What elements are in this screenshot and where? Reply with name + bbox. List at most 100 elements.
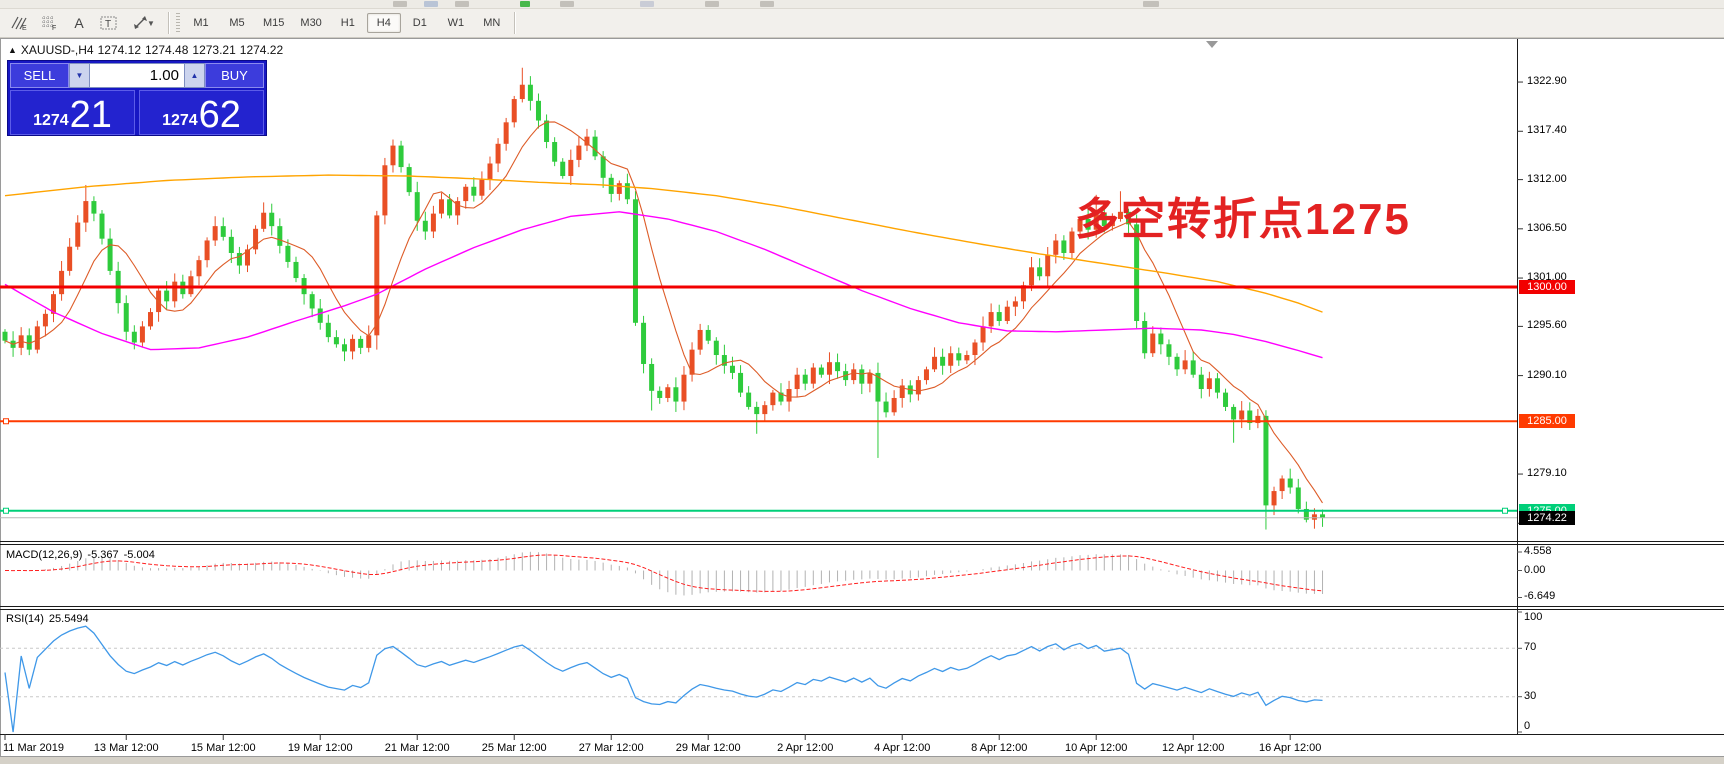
price-axis-tick: 1312.00	[1527, 172, 1567, 185]
clipped-icon	[455, 1, 469, 7]
timeframe-button-mn[interactable]: MN	[483, 17, 501, 29]
ohlc-close: 1274.22	[239, 43, 284, 57]
time-axis-tick: 8 Apr 12:00	[971, 742, 1028, 754]
svg-text:T: T	[105, 19, 111, 30]
timeframe-button-m15[interactable]: M15	[263, 17, 285, 29]
sell-button[interactable]: SELL	[10, 63, 69, 88]
timeframe-button-h1[interactable]: H1	[340, 17, 355, 29]
macd-signal-value: -5.004	[123, 549, 155, 561]
clipped-icon	[705, 1, 719, 7]
rsi-axis-tick: 30	[1524, 689, 1537, 702]
time-axis-tick: 2 Apr 12:00	[777, 742, 834, 754]
text-label-tool-button[interactable]: T	[95, 11, 123, 35]
chart-shift-marker-icon[interactable]	[1206, 41, 1218, 48]
volume-increase-button[interactable]: ▲	[184, 63, 205, 88]
rsi-axis-tick: 70	[1524, 641, 1537, 654]
time-axis-tick: 13 Mar 12:00	[93, 742, 159, 754]
chart-annotation-text: 多空转折点1275	[1075, 195, 1411, 244]
timeframe-button-d1[interactable]: D1	[412, 17, 427, 29]
macd-axis-tick: 0.00	[1524, 563, 1546, 576]
svg-text:F: F	[52, 25, 56, 31]
chart-title: ▲ XAUUSD-,H4 1274.12 1274.48 1273.21 1274.22	[8, 43, 287, 57]
window-bottom-edge	[0, 756, 1724, 764]
time-axis-tick: 4 Apr 12:00	[874, 742, 931, 754]
time-axis-tick: 27 Mar 12:00	[578, 742, 644, 754]
chart-toolbar: E F A T ▼	[0, 9, 1724, 38]
ohlc-high: 1274.48	[145, 43, 189, 57]
macd-indicator-label: MACD(12,26,9) -5.367 -5.004	[6, 549, 160, 561]
rsi-indicator-label: RSI(14) 25.5494	[6, 613, 94, 625]
macd-axis-tick: 4.558	[1524, 544, 1552, 557]
clipped-icon	[520, 1, 530, 7]
price-axis-tick: 1306.50	[1527, 221, 1567, 234]
clipped-icon	[640, 1, 654, 7]
macd-axis-tick: -6.649	[1524, 590, 1556, 603]
macd-main-value: -5.367	[87, 549, 119, 561]
elliott-wave-icon: E	[11, 16, 27, 31]
sell-price-big: 21	[69, 93, 112, 136]
ohlc-open: 1274.12	[97, 43, 141, 57]
rsi-axis-tick: 0	[1524, 720, 1531, 732]
sell-price-small: 1274	[33, 112, 69, 129]
clipped-icon	[1143, 1, 1159, 7]
arrange-objects-icon	[134, 16, 148, 29]
time-axis-tick: 25 Mar 12:00	[481, 742, 547, 754]
buy-price-display[interactable]: 1274 62	[139, 90, 264, 135]
elliott-wave-tool-button[interactable]: E	[5, 11, 33, 35]
price-axis-tick: 1295.60	[1527, 319, 1567, 332]
time-axis-tick: 12 Apr 12:00	[1161, 742, 1225, 754]
time-axis-tick: 10 Apr 12:00	[1065, 742, 1128, 754]
level-price-label[interactable]: 1285.00	[1519, 414, 1575, 429]
svg-text:E: E	[22, 25, 27, 31]
chart-canvas-background	[1, 39, 1724, 756]
rsi-axis-tick: 100	[1524, 611, 1543, 623]
clipped-icon	[760, 1, 774, 7]
chevron-down-icon: ▼	[147, 18, 155, 28]
time-axis-tick: 11 Mar 2019	[3, 742, 64, 754]
timeframe-toolbar: M1 M5 M15 M30 H1 H4 D1 W1 MN	[183, 13, 510, 33]
toolbar-grip[interactable]	[176, 13, 180, 33]
price-axis-tick: 1279.10	[1527, 467, 1567, 480]
rsi-value: 25.5494	[48, 613, 89, 625]
symbol-timeframe-label: XAUUSD-,H4	[20, 43, 94, 57]
level-price-label[interactable]: 1300.00	[1519, 280, 1575, 294]
timeframe-button-m1[interactable]: M1	[193, 17, 209, 29]
toolbar-separator	[513, 12, 515, 34]
fibo-grid-tool-button[interactable]: F	[35, 11, 63, 35]
fibo-grid-icon: F	[42, 16, 56, 31]
time-axis-tick: 19 Mar 12:00	[287, 742, 353, 754]
timeframe-button-h4[interactable]: H4	[366, 13, 401, 33]
sell-price-display[interactable]: 1274 21	[10, 90, 135, 135]
volume-input[interactable]: 1.00	[90, 63, 184, 88]
buy-price-big: 62	[198, 93, 241, 136]
collapse-arrow-icon[interactable]: ▲	[8, 45, 17, 55]
price-axis-tick: 1322.90	[1527, 75, 1567, 88]
text-tool-button[interactable]: A	[74, 15, 84, 31]
timeframe-button-w1[interactable]: W1	[447, 17, 465, 29]
time-axis-tick: 21 Mar 12:00	[384, 742, 450, 754]
timeframe-button-m30[interactable]: M30	[300, 17, 322, 29]
current-price-label: 1274.22	[1519, 510, 1575, 525]
clipped-icon	[424, 1, 438, 7]
price-axis-tick: 1317.40	[1527, 124, 1567, 137]
time-axis-tick: 29 Mar 12:00	[675, 742, 741, 754]
rsi-name: RSI(14)	[6, 613, 44, 625]
time-axis-tick: 15 Mar 12:00	[190, 742, 256, 754]
macd-name: MACD(12,26,9)	[6, 549, 83, 561]
price-axis-tick: 1290.10	[1527, 368, 1567, 381]
buy-button[interactable]: BUY	[205, 63, 264, 88]
clipped-upper-toolbar	[0, 0, 1724, 9]
clipped-icon	[560, 1, 574, 7]
volume-decrease-button[interactable]: ▼	[69, 63, 90, 88]
clipped-icon	[393, 1, 407, 7]
triangle-down-icon: ▼	[75, 71, 84, 80]
buy-price-small: 1274	[162, 112, 198, 129]
toolbar-separator	[168, 12, 169, 34]
arrange-objects-tool-button[interactable]: ▼	[125, 11, 163, 35]
text-label-icon: T	[100, 16, 117, 30]
triangle-up-icon: ▲	[190, 71, 199, 80]
timeframe-button-m5[interactable]: M5	[229, 17, 245, 29]
ohlc-low: 1273.21	[192, 43, 236, 57]
